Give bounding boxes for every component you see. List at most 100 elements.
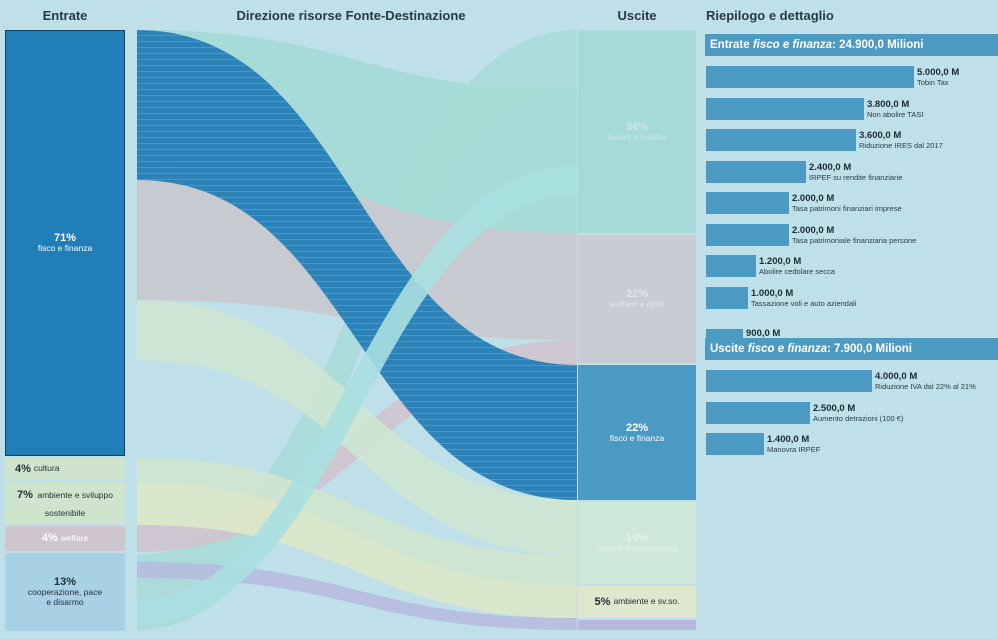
entrate-detail-text: 1.200,0 M Abolire cedolare secca	[759, 256, 835, 276]
entrate-fisco-label: fisco e finanza	[37, 243, 93, 254]
uscite-welfare-label: welfare e diritti	[609, 299, 665, 310]
uscite-detail-value: 1.400,0 M	[767, 434, 810, 445]
uscite-detail-row: 2.500,0 M Aumento detrazioni (100 €)	[706, 399, 950, 427]
entrate-detail-bar	[706, 129, 856, 151]
uscite-detail-bar	[706, 433, 764, 455]
uscite-cultura-label: cultura e conoscenza	[596, 543, 678, 554]
entrate-detail-bar	[706, 160, 806, 183]
entrate-detail-text: 900,0 M	[746, 328, 780, 339]
entrate-detail-row: 2.000,0 M Tasa patrimoni finanziari impre…	[706, 189, 929, 217]
entrate-detail-row: 1.000,0 M Tassazione voli e auto aziendal…	[706, 284, 888, 312]
entrate-detail-row: 3.800,0 M Non abolire TASI	[706, 95, 998, 123]
uscite-block-ambiente: 5% ambiente e sv.so.	[578, 586, 696, 618]
uscite-ambiente-pct: 5%	[594, 595, 611, 608]
entrate-detail-text: 3.800,0 M Non abolire TASI	[867, 99, 923, 119]
uscite-fisco-label: fisco e finanza	[609, 432, 665, 443]
uscite-detail-text: 1.400,0 M Manovra IRPEF	[767, 434, 820, 454]
entrate-detail-text: 2.400,0 M IRPEF su rendite finanziarie	[809, 162, 902, 182]
entrate-detail-bar	[706, 66, 914, 88]
entrate-detail-row: 900,0 M	[706, 315, 883, 343]
entrate-detail-text: 5.000,0 M Tobin Tax	[917, 67, 959, 87]
uscite-welfare-pct: 22%	[625, 288, 649, 301]
entrate-cooperazione-label: cooperazione, pace e disarmo	[27, 587, 103, 608]
entrate-block-fisco: 71% fisco e finanza	[5, 30, 125, 456]
uscite-detail-value: 2.500,0 M	[813, 402, 856, 414]
uscite-ambiente-label: ambiente e sv.so.	[613, 596, 680, 607]
entrate-detail-text: 1.000,0 M Tassazione voli e auto aziendal…	[751, 288, 856, 308]
uscite-block-cultura: 14% cultura e conoscenza	[578, 502, 696, 584]
entrate-detail-value: 5.000,0 M	[917, 67, 960, 78]
entrate-cultura-pct: 4%	[15, 462, 31, 475]
entrate-detail-text: 2.000,0 M Tasa patrimoniale finanziaria p…	[792, 225, 916, 245]
uscite-detail-row: 4.000,0 M Riduzione IVA dal 22% al 21%	[706, 367, 998, 395]
uscite-fisco-pct: 22%	[625, 421, 649, 434]
entrate-detail-row: 2.400,0 M IRPEF su rendite finanziarie	[706, 158, 946, 186]
flow-small-strands	[137, 562, 577, 630]
entrate-detail-value: 2.000,0 M	[792, 224, 835, 236]
entrate-detail-label: Tasa patrimoni finanziari imprese	[792, 204, 902, 213]
header-uscite: Uscite	[617, 8, 657, 23]
uscite-detail-label: Aumento detrazioni (100 €)	[813, 413, 904, 423]
entrate-detail-row: 2.000,0 M Tasa patrimoniale finanziaria p…	[706, 221, 929, 249]
uscite-detail-label: Riduzione IVA dal 22% al 21%	[875, 382, 976, 391]
uscite-detail-bar	[706, 401, 810, 424]
uscite-block-lavoro: 34% lavoro e reddito	[578, 30, 696, 233]
entrate-detail-bar	[706, 329, 743, 340]
entrate-detail-value: 3.600,0 M	[859, 130, 902, 141]
entrate-detail-label: Riduzione IRES dal 2017	[859, 141, 943, 150]
entrate-ambiente-pct: 7%	[17, 489, 33, 501]
entrate-block-ambiente: 7% ambiente e sviluppo sostenibile	[5, 482, 125, 524]
uscite-detail-text: 2.500,0 M Aumento detrazioni (100 €)	[813, 403, 903, 423]
uscite-block-residual	[578, 620, 696, 630]
flow-crossing-strand	[137, 165, 577, 625]
header-riepilogo: Riepilogo e dettaglio	[706, 8, 834, 23]
entrate-fisco-pct: 71%	[53, 232, 77, 245]
flow-ambiente-ambiente	[137, 483, 577, 618]
entrate-detail-label: Tobin Tax	[917, 78, 949, 87]
uscite-lavoro-pct: 34%	[625, 120, 649, 133]
entrate-detail-label: Tasa patrimoniale finanziaria persone	[792, 235, 917, 245]
entrate-ambiente-label: ambiente e sviluppo sostenibile	[37, 490, 113, 518]
header-entrate: Entrate	[42, 8, 88, 23]
entrate-detail-label: IRPEF su rendite finanziarie	[809, 172, 903, 182]
uscite-cultura-pct: 14%	[625, 532, 649, 545]
entrate-cooperazione-pct: 13%	[53, 576, 77, 589]
entrate-cultura-label: cultura	[33, 463, 60, 474]
uscite-block-welfare: 22% welfare e diritti	[578, 235, 696, 363]
entrate-detail-label: Non abolire TASI	[867, 109, 924, 119]
entrate-detail-value: 2.400,0 M	[809, 161, 852, 173]
entrate-detail-row: 3.600,0 M Riduzione IRES dal 2017	[706, 126, 996, 154]
uscite-lavoro-label: lavoro e reddito	[607, 131, 667, 142]
uscite-block-fisco: 22% fisco e finanza	[578, 365, 696, 500]
entrate-welfare-label: welfare	[60, 532, 89, 543]
flow-fisco-cultura	[137, 300, 577, 555]
entrate-detail-bar	[706, 255, 756, 277]
entrate-detail-text: 2.000,0 M Tasa patrimoni finanziari impre…	[792, 193, 902, 213]
entrate-detail-text: 3.600,0 M Riduzione IRES dal 2017	[859, 130, 943, 150]
entrate-detail-value: 2.000,0 M	[792, 193, 835, 204]
uscite-detail-row: 1.400,0 M Manovra IRPEF	[706, 430, 904, 458]
uscite-detail-text: 4.000,0 M Riduzione IVA dal 22% al 21%	[875, 371, 976, 391]
entrate-detail-value: 3.800,0 M	[867, 98, 910, 110]
entrate-welfare-pct: 4%	[41, 532, 58, 545]
entrate-detail-bar	[706, 192, 789, 214]
entrate-detail-bar	[706, 223, 789, 246]
uscite-panel-title: Uscite fisco e finanza: 7.900,0 Milioni	[705, 338, 998, 360]
entrate-detail-bar	[706, 286, 748, 309]
entrate-block-welfare: 4% welfare	[5, 526, 125, 551]
entrate-panel-title: Entrate fisco e finanza: 24.900,0 Milion…	[705, 34, 998, 56]
flow-cultura-cultura	[137, 458, 577, 585]
entrate-detail-value: 900,0 M	[746, 328, 781, 339]
uscite-detail-label: Manovra IRPEF	[767, 445, 821, 454]
header-direzione: Direzione risorse Fonte-Destinazione	[236, 8, 466, 23]
entrate-detail-label: Tassazione voli e auto aziendali	[751, 298, 857, 308]
entrate-detail-value: 1.200,0 M	[759, 256, 802, 267]
entrate-detail-value: 1.000,0 M	[751, 287, 794, 299]
flow-fisco-fisco	[137, 30, 577, 500]
entrate-detail-row: 1.200,0 M Abolire cedolare secca	[706, 252, 896, 280]
uscite-detail-value: 4.000,0 M	[875, 371, 918, 382]
entrate-detail-row: 5.000,0 M Tobin Tax	[706, 63, 998, 91]
entrate-detail-bar	[706, 97, 864, 120]
entrate-block-cultura: 4% cultura	[5, 458, 125, 480]
